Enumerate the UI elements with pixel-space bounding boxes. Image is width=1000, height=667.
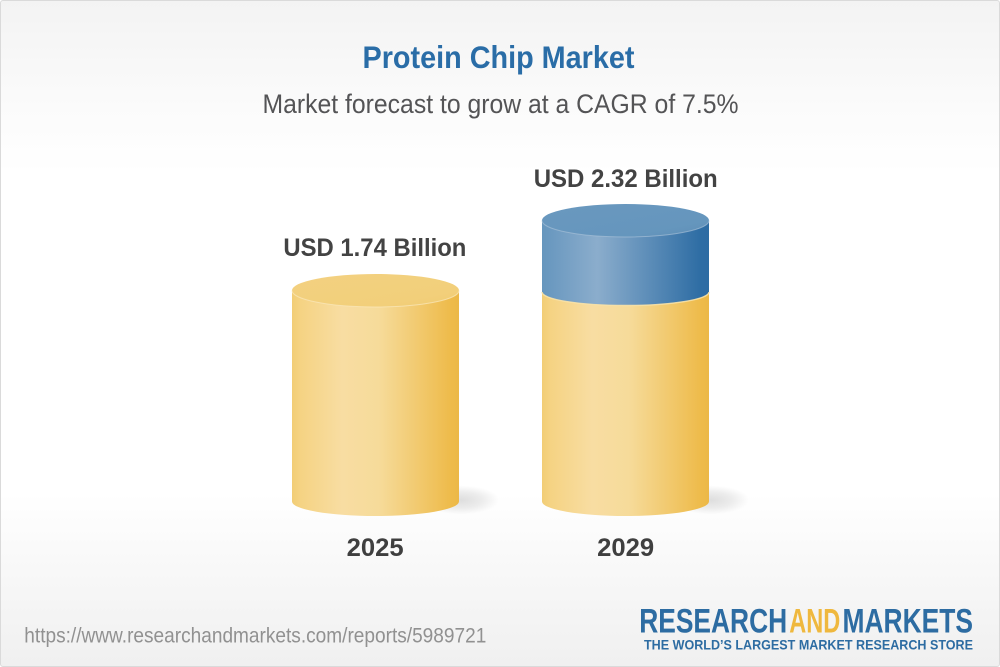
svg-text:Protein Chip Market: Protein Chip Market <box>363 39 635 75</box>
svg-text:RESEARCH: RESEARCH <box>639 603 787 641</box>
svg-text:MARKETS: MARKETS <box>843 603 974 641</box>
svg-text:THE WORLD’S LARGEST MARKET RES: THE WORLD’S LARGEST MARKET RESEARCH STOR… <box>644 636 973 652</box>
svg-text:2025: 2025 <box>347 535 404 562</box>
svg-text:Market forecast to grow at a C: Market forecast to grow at a CAGR of 7.5… <box>263 89 739 119</box>
svg-text:USD 2.32 Billion: USD 2.32 Billion <box>534 166 718 193</box>
svg-text:2029: 2029 <box>597 535 654 562</box>
svg-text:USD 1.74 Billion: USD 1.74 Billion <box>283 235 466 262</box>
svg-text:https://www.researchandmarkets: https://www.researchandmarkets.com/repor… <box>24 624 486 648</box>
svg-text:AND: AND <box>789 603 840 641</box>
